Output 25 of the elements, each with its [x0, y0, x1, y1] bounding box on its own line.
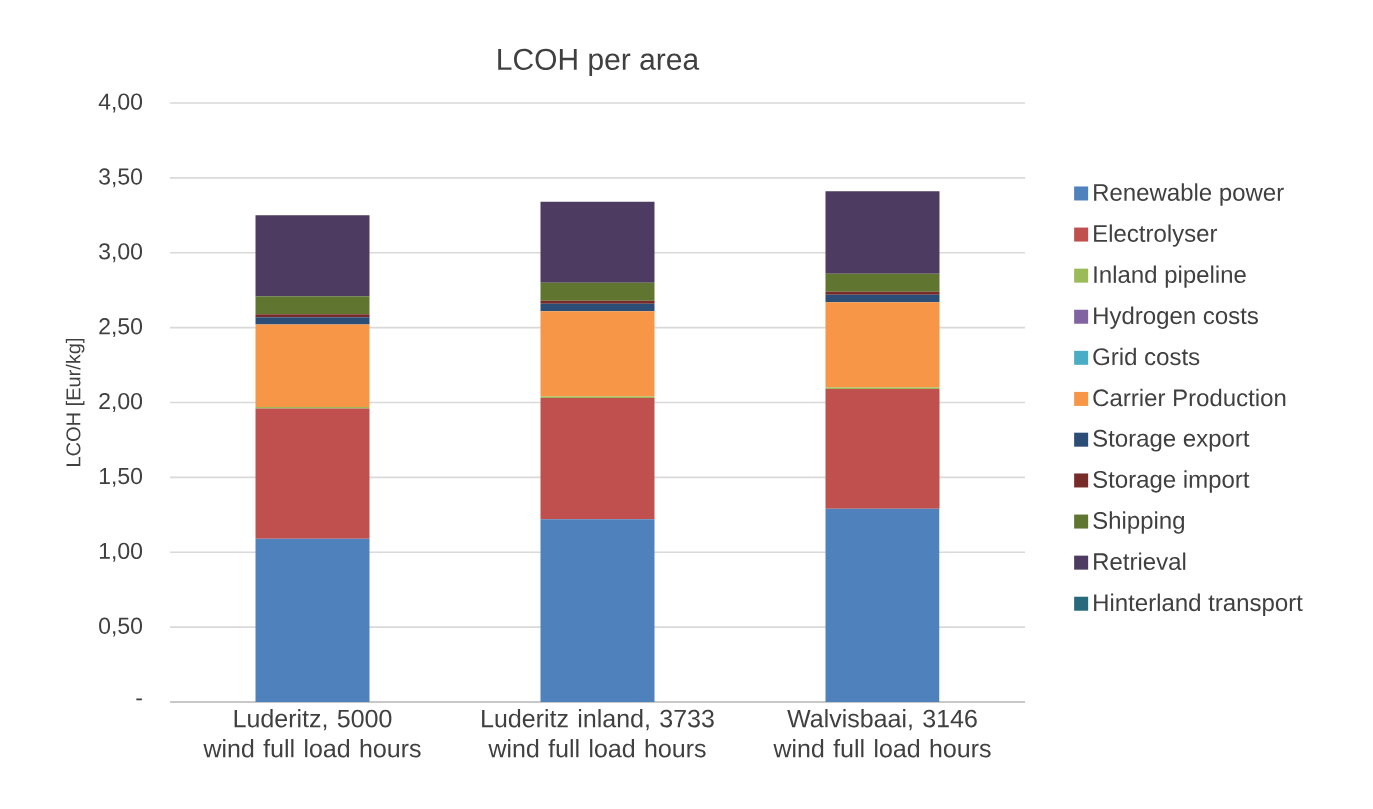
legend-label: Retrieval: [1094, 552, 1186, 571]
y-tick-label: 3,50: [99, 168, 143, 188]
y-tick-label: 4,00: [98, 93, 143, 113]
legend-label: Storage export: [1093, 429, 1250, 452]
legend-label: Inland pipeline: [1094, 265, 1246, 288]
legend-label: Hinterland transport: [1094, 593, 1303, 616]
chart-title: LCOH per area: [498, 48, 700, 76]
x-tick-label: Luderitz inland, 3733 wind full load hours: [482, 709, 714, 758]
x-tick-label: Luderitz, 5000 wind full load hours: [203, 709, 421, 758]
y-tick-label: 3,00: [99, 243, 143, 263]
y-tick-label: 2,50: [99, 318, 143, 338]
legend-label: Storage import: [1093, 470, 1250, 493]
legend-label: Grid costs: [1093, 347, 1200, 366]
y-tick-label: 1,50: [99, 467, 143, 487]
y-tick-label: 0,50: [99, 617, 143, 637]
legend-label: Electrolyser: [1094, 224, 1218, 247]
y-tick-label: 2,00: [99, 392, 143, 412]
legend-label: Renewable power: [1094, 183, 1284, 206]
x-tick-label: Walvisbaai, 3146 wind full load hours: [773, 709, 991, 758]
legend-label: Shipping: [1093, 511, 1184, 534]
y-axis-title: LCOH [Eur/kg]: [65, 338, 85, 466]
y-tick-label: 1,00: [99, 542, 143, 562]
legend-label: Carrier Production: [1093, 388, 1286, 407]
legend-label: Hydrogen costs: [1094, 306, 1258, 329]
y-tick-label: -: [136, 698, 142, 701]
